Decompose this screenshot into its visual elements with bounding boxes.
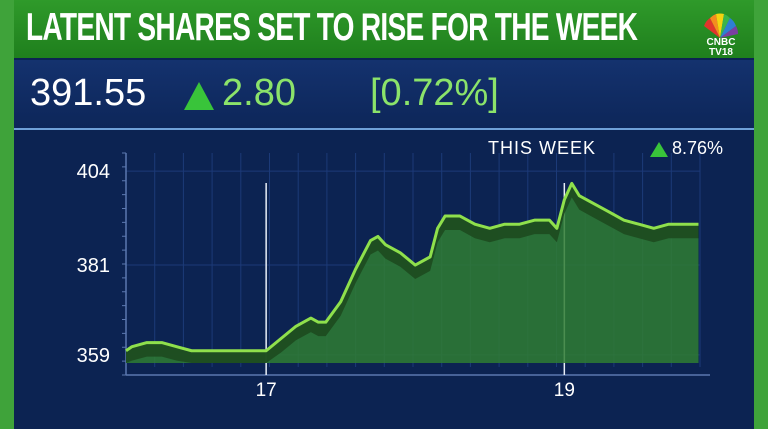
logo-line-2: TV18 bbox=[709, 47, 733, 58]
quote-bar bbox=[14, 60, 754, 130]
logo-text: CNBC TV18 bbox=[696, 38, 746, 58]
frame-border-left bbox=[0, 0, 14, 429]
stock-price: 391.55 bbox=[30, 72, 147, 114]
price-change: 2.80 bbox=[222, 72, 296, 114]
this-week-value: 8.76% bbox=[672, 138, 724, 158]
logo-line-1: CNBC bbox=[706, 37, 736, 48]
price-line bbox=[125, 181, 699, 353]
y-tick-label: 359 bbox=[77, 345, 110, 367]
y-tick-label: 381 bbox=[77, 255, 110, 277]
chart-series bbox=[125, 181, 699, 363]
x-tick-label: 19 bbox=[554, 380, 575, 400]
up-arrow-icon bbox=[184, 82, 214, 110]
headline-bar bbox=[14, 0, 754, 58]
week-up-arrow-icon bbox=[650, 142, 668, 157]
frame-border-right bbox=[754, 0, 768, 429]
y-tick-label: 404 bbox=[77, 161, 110, 183]
headline: LATENT SHARES SET TO RISE FOR THE WEEK bbox=[26, 6, 638, 49]
price-chart: 17 19 359 381 404 bbox=[77, 152, 710, 400]
percent-change: [0.72%] bbox=[370, 72, 499, 114]
this-week-label: THIS WEEK bbox=[488, 138, 597, 158]
x-tick-label: 17 bbox=[256, 380, 277, 400]
chart-tick-labels: 17 19 359 381 404 bbox=[77, 161, 575, 400]
peacock-logo-icon bbox=[704, 13, 739, 39]
